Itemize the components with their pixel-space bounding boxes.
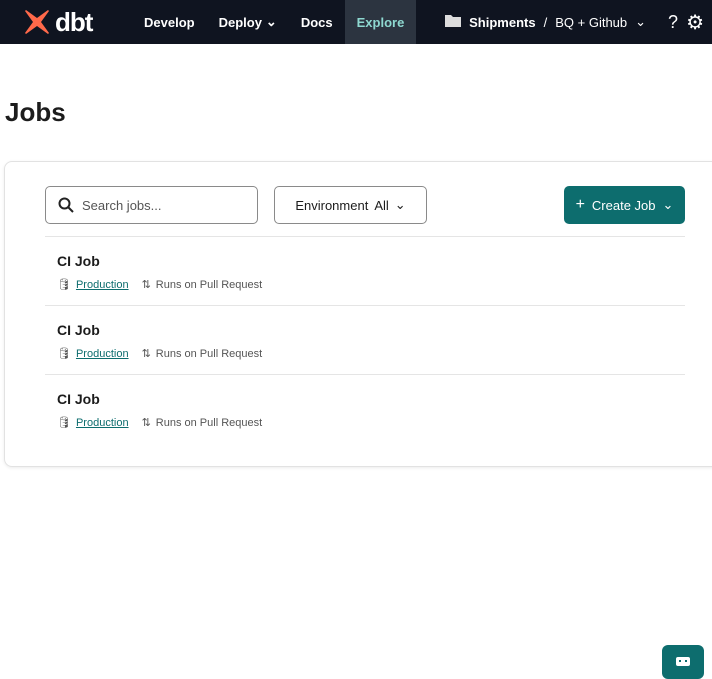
- jobs-card: Search jobs... Environment All ⌄ + Creat…: [4, 161, 712, 467]
- job-trigger: Runs on Pull Request: [155, 347, 263, 360]
- environment-link[interactable]: Production: [75, 416, 129, 429]
- top-nav: dbt Develop Deploy ⌄ Docs Explore Shipmen…: [0, 0, 712, 44]
- nav-develop[interactable]: Develop: [132, 0, 207, 44]
- job-name[interactable]: CI Job: [57, 253, 100, 269]
- nav-label: Explore: [356, 14, 405, 30]
- job-row[interactable]: CI Job 🛢 Production ⇅ Runs on Pull Request: [45, 305, 685, 374]
- environment-link[interactable]: Production: [75, 347, 129, 360]
- nav-explore[interactable]: Explore: [344, 0, 417, 44]
- job-trigger: Runs on Pull Request: [155, 278, 263, 291]
- help-icon[interactable]: ?: [668, 11, 679, 32]
- env-label: Environment: [295, 197, 369, 213]
- search-input[interactable]: Search jobs...: [45, 186, 258, 224]
- pull-request-icon: ⇅: [141, 417, 151, 429]
- project-name[interactable]: Shipments: [469, 14, 536, 30]
- database-icon: 🛢: [57, 417, 71, 429]
- chevron-down-icon: ⌄: [265, 14, 277, 29]
- chevron-down-icon: ⌄: [662, 197, 674, 212]
- create-job-button[interactable]: + Create Job ⌄: [564, 186, 685, 224]
- search-icon: [58, 197, 74, 213]
- job-name[interactable]: CI Job: [57, 391, 100, 407]
- dbt-logo[interactable]: dbt: [22, 7, 132, 38]
- env-value: All: [374, 197, 389, 213]
- page-title: Jobs: [5, 97, 66, 127]
- nav-label: Docs: [300, 14, 333, 30]
- gear-icon[interactable]: ⚙: [686, 11, 704, 34]
- chat-button[interactable]: [662, 645, 704, 679]
- chevron-down-icon: ⌄: [635, 14, 647, 29]
- dbt-logo-icon: [25, 10, 49, 34]
- pull-request-icon: ⇅: [141, 348, 151, 360]
- job-trigger: Runs on Pull Request: [155, 416, 263, 429]
- folder-icon: [445, 14, 462, 30]
- job-row[interactable]: CI Job 🛢 Production ⇅ Runs on Pull Request: [45, 236, 685, 305]
- database-icon: 🛢: [57, 279, 71, 291]
- environment-link[interactable]: Production: [75, 278, 129, 291]
- chevron-down-icon: ⌄: [394, 197, 406, 212]
- bot-icon: [676, 657, 690, 666]
- pull-request-icon: ⇅: [141, 279, 151, 291]
- nav-label: Deploy: [218, 14, 262, 30]
- job-row[interactable]: CI Job 🛢 Production ⇅ Runs on Pull Request: [45, 374, 685, 443]
- logo-text: dbt: [55, 6, 93, 37]
- search-placeholder: Search jobs...: [82, 197, 162, 213]
- database-icon: 🛢: [57, 348, 71, 360]
- nav-label: Develop: [144, 14, 195, 30]
- create-job-label: Create Job: [591, 197, 656, 213]
- plus-icon: +: [575, 196, 585, 213]
- nav-docs[interactable]: Docs: [289, 0, 345, 44]
- nav-deploy[interactable]: Deploy ⌄: [207, 0, 289, 44]
- environment-filter[interactable]: Environment All ⌄: [274, 186, 427, 224]
- job-name[interactable]: CI Job: [57, 322, 100, 338]
- breadcrumb-separator: /: [543, 14, 548, 30]
- environment-selector[interactable]: BQ + Github: [555, 14, 628, 30]
